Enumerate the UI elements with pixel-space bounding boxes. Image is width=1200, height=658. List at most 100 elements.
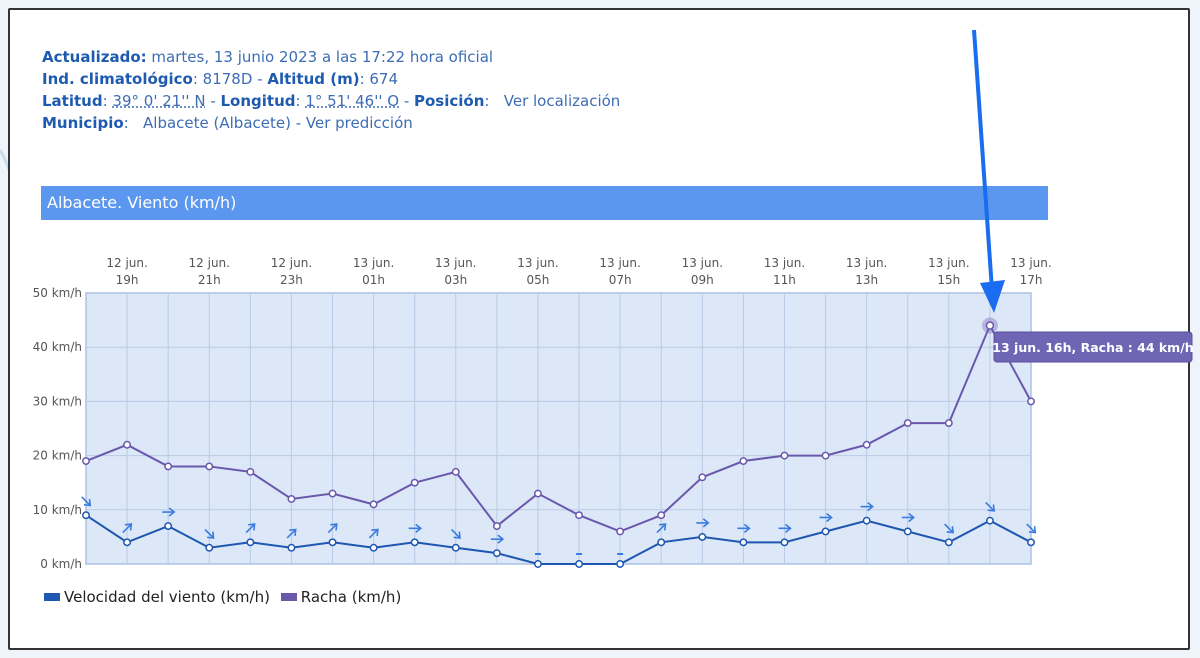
arrow-head — [453, 531, 461, 539]
x-tick-label-date: 12 jun. — [271, 256, 312, 270]
altitude-value: : 674 — [359, 70, 399, 88]
velocidad-line — [85, 514, 1032, 565]
latitude-label: Latitud — [42, 92, 103, 110]
wind-direction-arrow — [122, 523, 133, 534]
arrow-head — [497, 534, 505, 544]
legend-swatch-velocidad — [44, 593, 60, 601]
series-racha — [82, 321, 1035, 536]
arrow-shaft — [327, 524, 337, 534]
arrow-head — [659, 523, 667, 531]
wind-direction-arrow — [450, 528, 461, 539]
velocidad-point — [123, 538, 132, 547]
x-tick-label-date: 13 jun. — [435, 256, 476, 270]
racha-point — [944, 419, 953, 428]
velocidad-point — [821, 527, 830, 536]
velocidad-point — [739, 538, 748, 547]
velocidad-point — [1027, 538, 1035, 547]
x-tick-label-date: 13 jun. — [353, 256, 394, 270]
racha-point — [698, 473, 707, 482]
wind-direction-arrow — [286, 528, 297, 539]
position-label: Posición — [414, 92, 485, 110]
x-tick-label-hour: 23h — [280, 273, 303, 287]
x-tick-label-hour: 01h — [362, 273, 385, 287]
arrow-shaft — [1026, 523, 1036, 533]
municipio-link[interactable]: Albacete (Albacete) - Ver predicción — [143, 114, 413, 132]
racha-point — [575, 511, 583, 520]
arrow-head — [702, 518, 710, 528]
arrow-shaft — [81, 496, 91, 506]
racha-point — [164, 462, 173, 471]
x-tick-label-hour: 05h — [527, 273, 550, 287]
racha-line — [85, 323, 1032, 533]
x-tick-label-date: 13 jun. — [599, 256, 640, 270]
arrow-head — [207, 531, 215, 539]
wind-direction-arrow — [368, 528, 379, 539]
y-tick-label: 40 km/h — [33, 340, 82, 354]
plot-area — [85, 292, 1032, 565]
velocidad-point — [164, 522, 173, 531]
velocidad-point — [944, 538, 953, 547]
x-tick-label-date: 12 jun. — [106, 256, 147, 270]
y-axis-ticks: 0 km/h 10 km/h 20 km/h 30 km/h 40 km/h 50 km/… — [33, 286, 82, 571]
arrow-head — [248, 523, 256, 531]
climate-label: Ind. climatológico — [42, 70, 193, 88]
tooltip-text: 13 jun. 16h, Racha : 44 km/h — [992, 340, 1193, 355]
x-tick-label-date: 13 jun. — [846, 256, 887, 270]
arrow-head — [124, 523, 133, 531]
arrow-head — [371, 528, 379, 536]
arrow-shaft — [656, 524, 666, 534]
x-tick-label-date: 13 jun. — [764, 256, 805, 270]
x-tick-label-date: 13 jun. — [1010, 256, 1051, 270]
arrow-head — [330, 523, 338, 531]
velocidad-point — [369, 543, 378, 552]
legend-item-velocidad[interactable]: Velocidad del viento (km/h) — [44, 588, 270, 606]
wind-direction-arrow — [490, 534, 505, 544]
racha-point — [287, 495, 296, 503]
wind-direction-arrow — [204, 528, 215, 539]
wind-direction-arrow — [1026, 523, 1037, 534]
arrow-shaft — [985, 501, 995, 511]
legend-item-racha[interactable]: Racha (km/h) — [280, 588, 401, 606]
arrow-head — [1028, 526, 1037, 534]
arrow-head — [289, 528, 297, 536]
arrow-shaft — [286, 529, 296, 539]
arrow-shaft — [368, 529, 378, 539]
x-tick-label-hour: 13h — [855, 273, 878, 287]
wind-direction-arrow — [860, 502, 874, 512]
wind-direction-arrow — [778, 523, 792, 533]
wind-direction-arrow — [656, 523, 667, 534]
y-tick-label: 50 km/h — [33, 286, 82, 300]
racha-point — [205, 462, 214, 471]
velocidad-point — [575, 560, 583, 568]
x-tick-label-date: 12 jun. — [189, 256, 230, 270]
racha-point — [123, 440, 132, 449]
longitude-label: Longitud — [220, 92, 296, 110]
position-link[interactable]: Ver localización — [503, 92, 621, 110]
arrow-head — [784, 523, 792, 533]
y-tick-label: 20 km/h — [33, 449, 82, 463]
velocidad-point — [903, 527, 912, 536]
x-tick-label-hour: 15h — [937, 273, 960, 287]
arrow-head — [743, 523, 751, 533]
altitude-label: Altitud (m) — [267, 70, 360, 88]
x-tick-label-hour: 21h — [198, 273, 221, 287]
wind-direction-arrow — [819, 512, 833, 523]
x-tick-label-date: 13 jun. — [928, 256, 969, 270]
velocidad-point — [451, 543, 460, 552]
annotations: 13 jun. 16h, Racha : 44 km/h — [81, 29, 1194, 555]
arrow-shaft — [204, 528, 214, 538]
arrow-shaft — [450, 528, 460, 538]
x-tick-label-hour: 19h — [116, 273, 139, 287]
arrow-head — [946, 526, 954, 534]
updated-line: Actualizado: martes, 13 junio 2023 a las… — [42, 48, 493, 66]
longitude-value: 1° 51' 46'' O — [305, 92, 400, 110]
wind-direction-arrow — [737, 523, 751, 533]
municipio-line: Municipio: Albacete (Albacete) - Ver pre… — [42, 114, 413, 132]
x-tick-label-hour: 17h — [1020, 273, 1043, 287]
velocidad-point — [616, 560, 625, 568]
arrow-head — [415, 523, 422, 533]
arrow-head — [867, 502, 874, 512]
climate-value: : 8178D - — [192, 70, 268, 88]
x-tick-label-hour: 11h — [773, 273, 796, 287]
